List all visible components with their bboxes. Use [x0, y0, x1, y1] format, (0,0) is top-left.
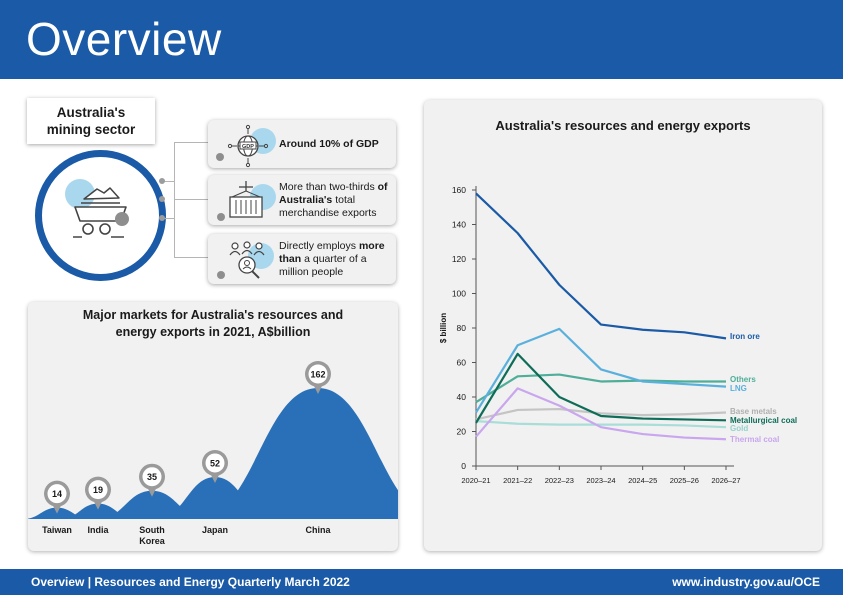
connector-line	[174, 257, 208, 258]
fact-exports: More than two-thirds of Australia's tota…	[208, 175, 396, 225]
fact-gdp-text: Around 10% of GDP	[279, 137, 379, 150]
page-footer: Overview | Resources and Energy Quarterl…	[0, 569, 843, 595]
y-axis-label: $ billion	[439, 313, 448, 343]
series-line-lng	[475, 327, 727, 414]
shipping-container-icon	[217, 181, 276, 221]
series-line-iron-ore	[475, 192, 727, 340]
y-tick-label: 100	[452, 289, 466, 299]
category-label: India	[87, 525, 109, 535]
x-tick-label: 2026–27	[711, 476, 740, 485]
sector-title-line1: Australia's	[56, 105, 126, 120]
y-tick-label: 20	[457, 427, 467, 437]
series-line-gold	[475, 420, 727, 429]
series-label: LNG	[730, 384, 747, 393]
data-label: 14	[52, 489, 62, 499]
x-tick-label: 2022–23	[545, 476, 574, 485]
category-label: China	[305, 525, 331, 535]
gdp-globe-icon: GDP	[216, 124, 276, 168]
x-tick-label: 2024–25	[628, 476, 657, 485]
exports-title: Australia's resources and energy exports	[495, 118, 751, 133]
fact-employment: Directly employs more than a quarter of …	[208, 234, 396, 284]
markets-title: Major markets for Australia's resources …	[38, 307, 388, 341]
series-label: Metallurgical coal	[730, 416, 797, 425]
y-tick-label: 40	[457, 392, 467, 402]
data-label: 162	[310, 370, 325, 380]
x-tick-label: 2021–22	[503, 476, 532, 485]
series-label: Gold	[730, 424, 748, 433]
connector-dot	[159, 196, 165, 202]
people-search-icon	[217, 241, 274, 279]
category-label: Taiwan	[42, 525, 72, 535]
y-tick-label: 160	[452, 185, 466, 195]
connector-dot	[159, 215, 165, 221]
value-marker-inner	[308, 364, 328, 384]
fact-employment-text: Directly employs more than a quarter of …	[279, 239, 385, 278]
svg-text:GDP: GDP	[242, 144, 254, 150]
markets-panel: Major markets for Australia's resources …	[28, 302, 398, 551]
fact-exports-text: More than two-thirds of Australia's tota…	[279, 180, 388, 219]
value-marker-inner	[205, 453, 225, 473]
data-label: 35	[147, 472, 157, 482]
mining-cart-icon	[65, 179, 129, 238]
markets-title-line2: energy exports in 2021, A$billion	[115, 325, 311, 339]
y-tick-label: 80	[457, 323, 467, 333]
category-label: Japan	[202, 525, 228, 535]
series-label: Iron ore	[730, 332, 760, 341]
value-marker-inner	[88, 480, 108, 500]
page-header: Overview	[0, 0, 843, 79]
x-tick-label: 2023–24	[586, 476, 615, 485]
footer-url[interactable]: www.industry.gov.au/OCE	[672, 575, 820, 589]
sector-title: Australia's mining sector	[27, 98, 155, 144]
connector-line	[164, 181, 175, 182]
series-label: Base metals	[730, 407, 777, 416]
connector-line	[174, 199, 208, 200]
data-label: 52	[210, 458, 220, 468]
y-tick-label: 120	[452, 254, 466, 264]
markets-title-line1: Major markets for Australia's resources …	[82, 308, 344, 322]
connector-line	[174, 142, 208, 143]
series-line-thermal-coal	[475, 387, 727, 441]
y-tick-label: 140	[452, 220, 466, 230]
connector-dot	[159, 178, 165, 184]
series-line-others	[475, 373, 726, 404]
x-tick-label: 2020–21	[461, 476, 490, 485]
sector-title-line2: mining sector	[46, 122, 136, 137]
series-line-base-metals	[475, 407, 727, 421]
series-line-metallurgical-coal	[475, 352, 727, 424]
series-label: Others	[730, 375, 756, 384]
category-label: South	[139, 525, 165, 535]
value-marker-inner	[142, 467, 162, 487]
category-label: Korea	[139, 536, 166, 546]
exports-panel: Australia's resources and energy exports…	[424, 100, 822, 551]
exports-chart: 0 20 40 60 80 100 120 140 160 2020–21 2021–22 2022–…	[439, 185, 797, 485]
fact-gdp: GDP Around 10% of GDP	[208, 120, 396, 168]
data-label: 19	[93, 485, 103, 495]
series-label: Thermal coal	[730, 435, 779, 444]
page-title: Overview	[26, 13, 222, 65]
y-tick-label: 0	[461, 461, 466, 471]
x-tick-label: 2025–26	[670, 476, 699, 485]
footer-left: Overview | Resources and Energy Quarterl…	[31, 575, 350, 589]
value-marker-inner	[47, 484, 67, 504]
mining-cart-badge	[35, 150, 166, 281]
mountain-peak-china	[196, 388, 398, 519]
connector-line	[164, 218, 175, 219]
y-tick-label: 60	[457, 358, 467, 368]
